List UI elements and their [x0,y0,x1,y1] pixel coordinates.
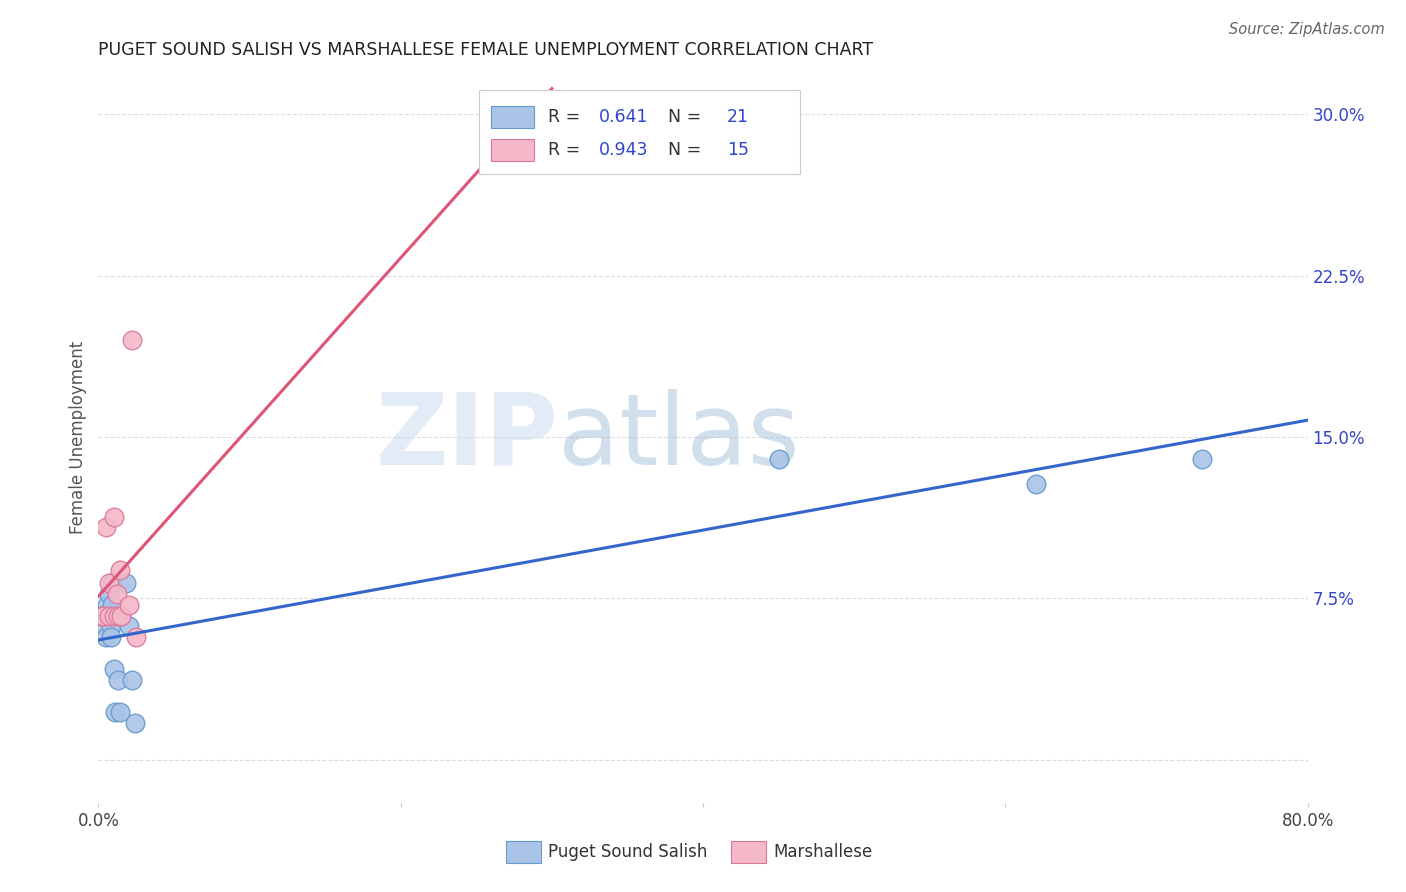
Point [1024,477,1046,491]
Point [94,520,117,534]
Point [110,608,132,623]
Point [103,608,125,623]
Text: 0.943: 0.943 [599,141,648,159]
Point [98,608,121,623]
Text: 15: 15 [727,141,749,159]
Point [118,598,141,612]
Y-axis label: Female Unemployment: Female Unemployment [69,341,87,533]
Point [98,608,121,623]
Point [100,619,122,633]
Point [103,662,125,676]
Point [121,333,143,347]
Text: ZIP: ZIP [375,389,558,485]
Point [118,619,141,633]
Text: PUGET SOUND SALISH VS MARSHALLESE FEMALE UNEMPLOYMENT CORRELATION CHART: PUGET SOUND SALISH VS MARSHALLESE FEMALE… [98,41,873,59]
Point [90,608,112,623]
Text: Source: ZipAtlas.com: Source: ZipAtlas.com [1229,22,1385,37]
FancyBboxPatch shape [492,138,534,161]
Point [108,564,131,578]
Text: 21: 21 [727,109,749,127]
Point [98,576,121,591]
Text: N =: N = [657,109,707,127]
Point [121,673,143,688]
Text: Marshallese: Marshallese [773,843,873,861]
Point [105,587,128,601]
Point [114,576,136,591]
Point [107,673,129,688]
Point [93,619,115,633]
Text: 0.641: 0.641 [599,109,648,127]
Point [104,706,127,720]
Point [108,706,131,720]
Point [93,608,115,623]
Point [101,598,124,612]
Text: R =: R = [548,141,586,159]
Point [124,716,146,731]
FancyBboxPatch shape [492,106,534,128]
Point [510,118,533,132]
Point [91,608,114,623]
FancyBboxPatch shape [479,90,800,174]
Point [1191,451,1213,466]
Point [125,630,148,644]
Text: Puget Sound Salish: Puget Sound Salish [548,843,707,861]
Point [89,608,111,623]
Point [94,630,117,644]
Point [101,576,124,591]
Point [100,630,122,644]
Text: atlas: atlas [558,389,800,485]
Point [768,451,790,466]
Text: R =: R = [548,109,586,127]
Point [110,608,132,623]
Point [96,598,118,612]
Point [98,587,121,601]
Point [103,509,125,524]
Point [107,608,129,623]
Text: N =: N = [657,141,707,159]
